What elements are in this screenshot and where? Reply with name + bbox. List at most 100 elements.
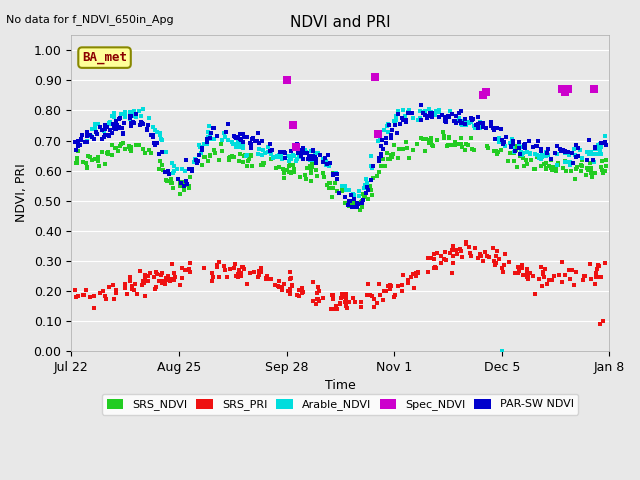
Point — [72, 158, 83, 166]
Point — [337, 290, 347, 298]
Point — [369, 303, 379, 311]
Point — [260, 149, 271, 156]
Point — [286, 147, 296, 155]
Point — [600, 156, 611, 164]
Point — [161, 176, 171, 184]
Point — [596, 140, 607, 147]
Point — [582, 148, 593, 156]
Point — [199, 154, 209, 161]
Point — [104, 120, 114, 127]
Point — [161, 276, 172, 284]
Point — [72, 292, 83, 300]
Point — [389, 142, 399, 149]
Point — [305, 156, 316, 164]
Point — [349, 202, 359, 209]
Point — [532, 151, 542, 159]
Point — [272, 153, 282, 161]
Point — [175, 182, 186, 190]
Point — [543, 145, 553, 153]
Point — [273, 282, 284, 290]
Point — [230, 134, 241, 142]
Point — [508, 148, 518, 156]
Point — [458, 119, 468, 126]
Point — [564, 152, 574, 159]
Point — [358, 184, 369, 192]
Point — [523, 276, 533, 283]
Point — [354, 187, 364, 195]
Point — [595, 148, 605, 156]
Point — [590, 143, 600, 150]
Point — [102, 150, 113, 158]
Point — [377, 136, 387, 144]
Point — [482, 252, 492, 260]
Point — [455, 245, 465, 252]
Point — [126, 143, 136, 150]
Point — [120, 284, 130, 291]
Point — [436, 252, 446, 260]
Point — [97, 126, 107, 134]
Point — [157, 269, 167, 277]
Point — [275, 148, 285, 156]
Point — [427, 142, 437, 149]
Point — [373, 137, 383, 144]
Point — [291, 157, 301, 165]
Point — [413, 268, 424, 276]
Point — [76, 141, 86, 149]
Point — [286, 169, 296, 177]
Point — [280, 155, 290, 162]
Point — [243, 151, 253, 158]
Point — [252, 138, 262, 145]
Point — [257, 137, 267, 144]
Point — [490, 261, 500, 268]
Point — [303, 154, 314, 162]
Point — [214, 156, 224, 164]
Point — [597, 157, 607, 165]
Point — [250, 137, 260, 145]
Point — [461, 121, 471, 129]
Point — [596, 142, 606, 150]
Point — [374, 136, 385, 144]
Point — [288, 168, 298, 176]
Point — [586, 164, 596, 172]
Point — [445, 107, 455, 115]
Point — [571, 141, 581, 149]
Point — [243, 157, 253, 165]
Point — [166, 260, 177, 267]
Point — [486, 122, 497, 130]
Point — [387, 154, 397, 161]
Point — [81, 132, 92, 140]
Point — [101, 149, 111, 156]
Point — [466, 114, 476, 122]
Point — [92, 131, 102, 138]
Point — [128, 111, 138, 119]
Point — [426, 254, 436, 262]
Point — [478, 120, 488, 127]
Point — [536, 154, 546, 162]
Point — [227, 138, 237, 146]
Point — [131, 110, 141, 118]
Point — [262, 276, 273, 283]
Point — [179, 182, 189, 190]
Point — [169, 276, 179, 284]
Point — [397, 288, 407, 295]
Point — [513, 263, 523, 271]
Point — [177, 179, 188, 186]
Point — [577, 162, 587, 170]
Point — [418, 135, 428, 143]
Point — [286, 155, 296, 163]
Point — [308, 146, 318, 154]
Point — [536, 145, 546, 153]
Point — [195, 149, 205, 157]
Point — [146, 132, 156, 139]
Point — [363, 281, 373, 288]
Point — [87, 133, 97, 141]
Point — [253, 274, 263, 281]
Point — [129, 107, 140, 115]
Point — [373, 131, 383, 138]
Point — [461, 118, 472, 126]
Point — [73, 142, 83, 149]
Point — [310, 153, 321, 161]
Point — [367, 191, 377, 198]
Point — [408, 146, 418, 154]
Point — [160, 280, 170, 288]
